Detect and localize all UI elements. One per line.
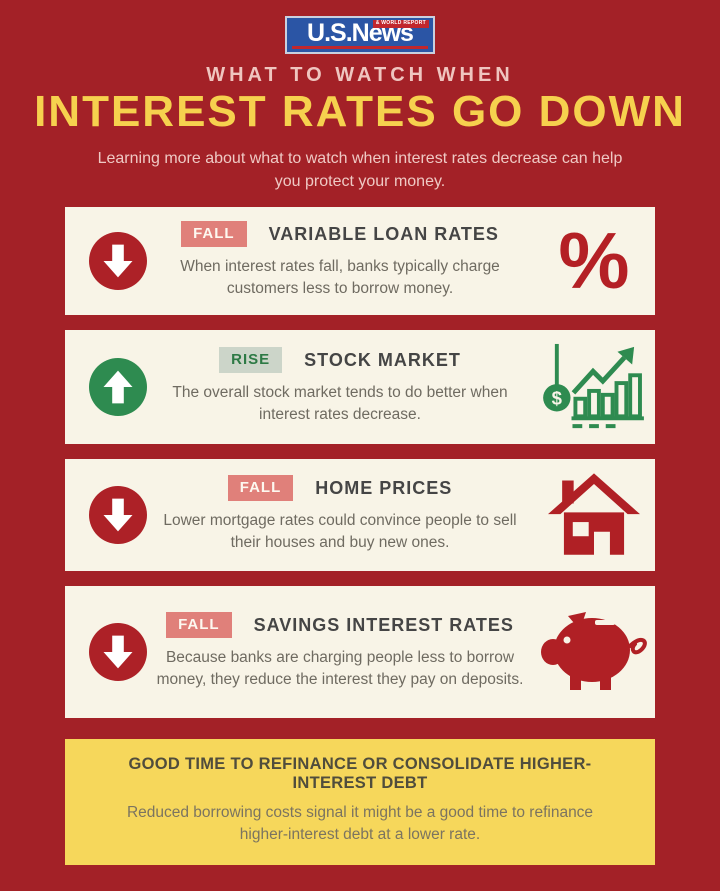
card-content: FALL SAVINGS INTEREST RATES Because bank…: [147, 611, 533, 692]
dollar-sign: $: [552, 387, 563, 408]
card-home-prices: FALL HOME PRICES Lower mortgage rates co…: [65, 458, 655, 571]
kicker-text: WHAT TO WATCH WHEN: [206, 64, 514, 86]
house-icon: [548, 473, 640, 555]
card-content: FALL VARIABLE LOAN RATES When interest r…: [147, 220, 533, 301]
fall-badge: FALL: [166, 611, 232, 639]
stock-chart-icon: $: [543, 343, 644, 428]
card-stock-market: RISE STOCK MARKET The overall stock mark…: [65, 329, 655, 444]
card-title: HOME PRICES: [315, 477, 453, 498]
card-variable-loan-rates: FALL VARIABLE LOAN RATES When interest r…: [65, 206, 655, 315]
card-description: When interest rates fall, banks typicall…: [180, 258, 500, 298]
fall-badge: FALL: [181, 220, 247, 248]
card-description: The overall stock market tends to do bet…: [172, 384, 508, 424]
rise-badge: RISE: [219, 346, 283, 374]
logo-world-report-tag: & WORLD REPORT: [372, 20, 429, 28]
header: U.S.News & WORLD REPORT WHAT TO WATCH WH…: [0, 16, 720, 194]
card-savings-interest-rates: FALL SAVINGS INTEREST RATES Because bank…: [65, 585, 655, 718]
cards-list: FALL VARIABLE LOAN RATES When interest r…: [65, 206, 655, 718]
direction-indicator: [89, 357, 147, 416]
card-title: STOCK MARKET: [304, 349, 461, 370]
card-title: VARIABLE LOAN RATES: [268, 223, 499, 244]
arrow-down-circle-icon: [89, 231, 147, 290]
logo-underline: [292, 46, 428, 49]
direction-indicator: [89, 622, 147, 681]
arrow-up-circle-icon: [89, 357, 147, 416]
callout-description: Reduced borrowing costs signal it might …: [126, 803, 594, 843]
direction-indicator: [89, 231, 147, 290]
callout-title: GOOD TIME TO REFINANCE OR CONSOLIDATE HI…: [128, 754, 592, 792]
card-title: SAVINGS INTEREST RATES: [253, 614, 514, 635]
refinance-callout: GOOD TIME TO REFINANCE OR CONSOLIDATE HI…: [65, 738, 655, 865]
percent-icon: %: [558, 215, 630, 305]
card-description: Lower mortgage rates could convince peop…: [163, 512, 517, 552]
arrow-down-circle-icon: [89, 622, 147, 681]
page-subtitle: Learning more about what to watch when i…: [97, 150, 623, 190]
card-description: Because banks are charging people less t…: [156, 649, 524, 689]
arrow-down-circle-icon: [89, 485, 147, 544]
piggy-bank-icon: [541, 611, 647, 690]
usnews-logo: U.S.News & WORLD REPORT: [285, 16, 435, 54]
direction-indicator: [89, 485, 147, 544]
card-content: FALL HOME PRICES Lower mortgage rates co…: [147, 474, 533, 555]
fall-badge: FALL: [227, 474, 294, 502]
page-title: INTEREST RATES GO DOWN: [34, 87, 686, 136]
card-content: RISE STOCK MARKET The overall stock mark…: [147, 346, 533, 427]
